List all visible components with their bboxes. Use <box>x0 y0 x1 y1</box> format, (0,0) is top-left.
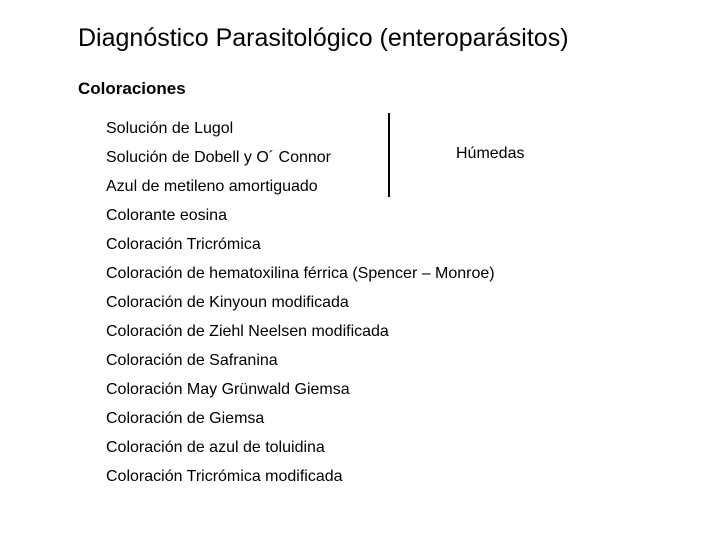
list-item: Colorante eosina <box>106 208 680 224</box>
list-item: Coloración May Grünwald Giemsa <box>106 382 680 398</box>
list-item: Coloración Tricrómica modificada <box>106 469 680 485</box>
list-item: Coloración de hematoxilina férrica (Spen… <box>106 266 680 282</box>
bracket-label: Húmedas <box>456 145 524 163</box>
list-item: Coloración de Ziehl Neelsen modificada <box>106 324 680 340</box>
list-item: Coloración de Giemsa <box>106 411 680 427</box>
bracket-group: Húmedas <box>388 113 390 197</box>
list-item: Azul de metileno amortiguado <box>106 179 680 195</box>
list-item: Coloración de Kinyoun modificada <box>106 295 680 311</box>
list-item: Coloración de azul de toluidina <box>106 440 680 456</box>
section-heading: Coloraciones <box>78 79 680 99</box>
list-item: Solución de Lugol <box>106 121 680 137</box>
content-area: Húmedas Solución de Lugol Solución de Do… <box>78 121 680 485</box>
list-item: Solución de Dobell y O´ Connor <box>106 150 680 166</box>
bracket-line <box>388 113 390 197</box>
list-item: Coloración Tricrómica <box>106 237 680 253</box>
page-title: Diagnóstico Parasitológico (enteroparási… <box>78 24 680 53</box>
list-item: Coloración de Safranina <box>106 353 680 369</box>
